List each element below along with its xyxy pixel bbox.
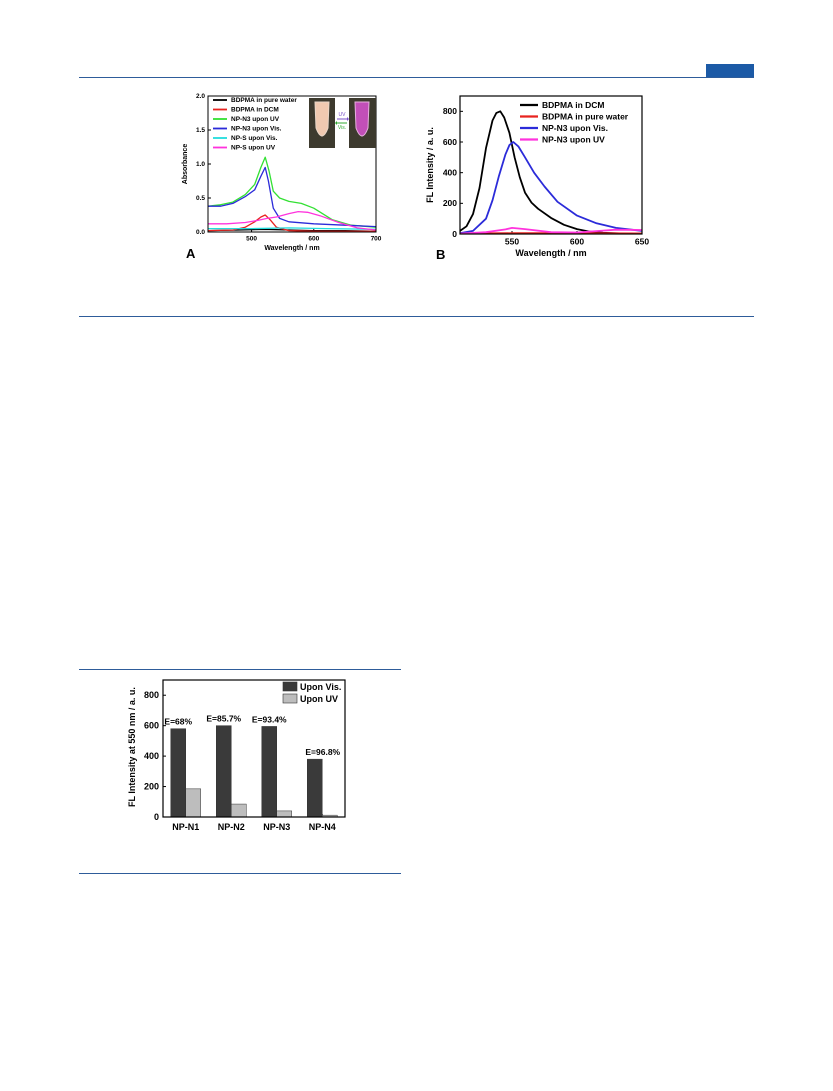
- panel-label: A: [186, 246, 196, 261]
- y-tick-label: 600: [144, 721, 159, 731]
- legend-label: NP-N3 upon UV: [542, 134, 605, 144]
- y-tick-label: 0.0: [196, 229, 205, 236]
- panel-label: B: [436, 247, 445, 262]
- bar-upon-vis-: [216, 725, 232, 818]
- section-rule: [79, 316, 754, 317]
- legend-label: NP-S upon Vis.: [231, 135, 278, 142]
- legend-label: BDPMA in pure water: [542, 111, 629, 121]
- y-tick-label: 2.0: [196, 93, 205, 100]
- plot-frame: [207, 95, 377, 233]
- bar-upon-uv: [185, 788, 201, 818]
- y-tick-label: 800: [443, 106, 457, 116]
- legend-label: BDPMA in pure water: [231, 97, 297, 104]
- x-tick-label: 500: [246, 236, 257, 243]
- bar-upon-uv: [276, 810, 292, 818]
- legend-label: BDPMA in DCM: [231, 107, 279, 114]
- y-tick-label: 0: [452, 229, 457, 239]
- fluorescence-chart: 550 600 650 0 200 400 600 800 BDPMA in DCMBDPMA…: [425, 95, 649, 262]
- y-tick-label: 1.5: [196, 127, 205, 134]
- y-tick-label: 1.0: [196, 161, 205, 168]
- bar-upon-vis-: [261, 726, 277, 818]
- arrowhead-left-icon: [335, 121, 337, 125]
- plot-frame: [162, 679, 346, 818]
- series-line-0: [460, 110, 642, 234]
- category-label: NP-N1: [172, 822, 199, 832]
- legend-label: BDPMA in DCM: [542, 100, 604, 110]
- legend-label: NP-N3 upon Vis.: [231, 126, 282, 133]
- category-label: NP-N2: [218, 822, 245, 832]
- vial-icon-peach: [314, 101, 330, 137]
- y-tick-label: 0.5: [196, 195, 205, 202]
- x-axis-label: Wavelength / nm: [264, 245, 319, 252]
- series-line-3: [460, 226, 642, 234]
- legend-swatch: [282, 693, 298, 704]
- series-line-2: [460, 141, 642, 234]
- y-tick-label: 800: [144, 690, 159, 700]
- y-axis-label: FL Intensity at 550 nm / a. u.: [127, 687, 137, 807]
- series-line-5: [208, 210, 376, 231]
- header-rule: [79, 77, 754, 78]
- y-axis-label: FL Intensity / a. u.: [425, 127, 435, 203]
- efficiency-annotation: E=96.8%: [305, 747, 340, 757]
- efficiency-annotation: E=85.7%: [206, 714, 241, 724]
- arrowhead-right-icon: [347, 117, 349, 121]
- figure-rule-top: [79, 669, 401, 670]
- x-tick-label: 550: [505, 237, 519, 247]
- x-tick-label: 650: [635, 237, 649, 247]
- inset-arrow-bottom-label: Vis.: [338, 125, 346, 131]
- category-label: NP-N4: [309, 822, 336, 832]
- inset-arrow-top-label: UV: [339, 112, 347, 118]
- y-tick-label: 0: [154, 812, 159, 822]
- legend-label: Upon Vis.: [300, 682, 341, 692]
- y-axis-label: Absorbance: [182, 144, 189, 185]
- y-tick-label: 600: [443, 137, 457, 147]
- vial-icon-pink: [354, 101, 370, 137]
- y-tick-label: 200: [144, 782, 159, 792]
- legend-label: NP-S upon UV: [231, 145, 276, 152]
- y-tick-label: 200: [443, 198, 457, 208]
- series-line-3: [208, 166, 376, 228]
- legend-swatch: [282, 681, 298, 692]
- plot-frame: [459, 95, 643, 235]
- x-tick-label: 700: [371, 236, 382, 243]
- figure-rule-bottom: [79, 873, 401, 874]
- y-tick-label: 400: [443, 168, 457, 178]
- absorbance-chart: 500 600 700 0.0 0.5 1.0 1.5 2.0 BDPMA in pure w…: [182, 93, 382, 261]
- x-tick-label: 600: [308, 236, 319, 243]
- bar-upon-uv: [231, 803, 247, 818]
- bar-upon-vis-: [170, 728, 186, 818]
- header-accent-tab: [706, 64, 754, 77]
- efficiency-annotation: E=68%: [164, 717, 192, 727]
- series-line-4: [208, 227, 376, 230]
- legend-label: Upon UV: [300, 694, 338, 704]
- efficiency-annotation: E=93.4%: [252, 714, 287, 724]
- bar-chart: 0 200 400 600 800 NP-N1 NP-N2 NP-N3 NP-N4 E=68% E…: [127, 679, 346, 832]
- x-axis-label: Wavelength / nm: [515, 248, 586, 258]
- series-line-2: [208, 156, 376, 228]
- category-label: NP-N3: [263, 822, 290, 832]
- legend-label: NP-N3 upon UV: [231, 116, 280, 123]
- legend-label: NP-N3 upon Vis.: [542, 123, 608, 133]
- bar-upon-vis-: [307, 758, 323, 818]
- x-tick-label: 600: [570, 237, 584, 247]
- y-tick-label: 400: [144, 751, 159, 761]
